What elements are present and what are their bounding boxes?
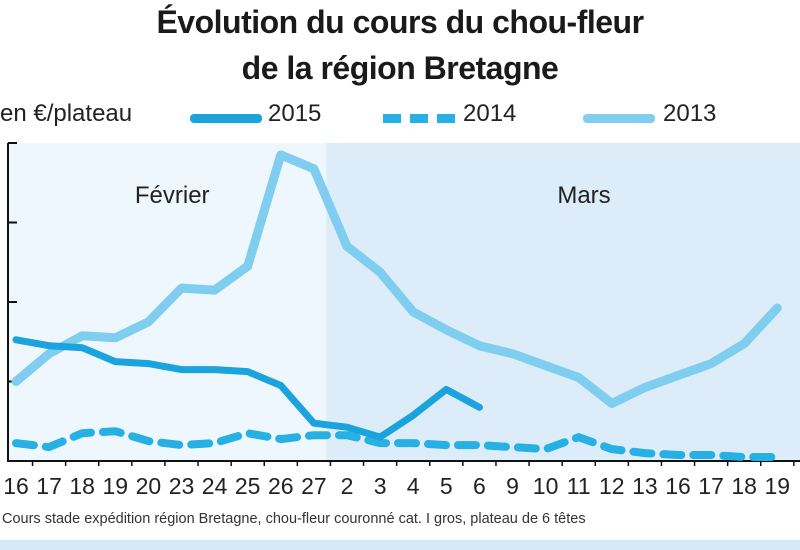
legend-item-2014: 2014 <box>383 100 533 132</box>
chart-title-line-2: de la région Bretagne <box>241 50 559 86</box>
x-tick-label-16: 10 <box>533 473 559 499</box>
period-label-mars: Mars <box>557 182 610 209</box>
legend-swatch-2013 <box>583 114 655 123</box>
legend-item-2013: 2013 <box>583 100 733 132</box>
x-tick-label-0: 16 <box>3 473 29 499</box>
series-line-2014 <box>12 427 782 461</box>
legend-label-2015: 2015 <box>268 100 322 127</box>
legend-swatch-2015 <box>190 114 262 123</box>
legend-item-2015: 2015 <box>190 100 340 132</box>
x-tick-label-11: 3 <box>374 473 387 499</box>
x-tick-label-3: 19 <box>103 473 129 499</box>
x-tick-label-19: 13 <box>632 473 658 499</box>
legend-label-2013: 2013 <box>663 100 717 127</box>
x-tick-label-1: 17 <box>36 473 62 499</box>
x-tick-label-5: 23 <box>169 473 195 499</box>
chart-title-line-1: Évolution du cours du chou-fleur <box>156 4 644 40</box>
x-tick-label-22: 18 <box>731 473 757 499</box>
bottom-band <box>0 540 800 550</box>
y-axis-unit-label: en €/plateau <box>0 100 133 127</box>
x-tick-label-6: 24 <box>202 473 228 499</box>
series-line-2013 <box>11 150 782 408</box>
x-tick-label-10: 2 <box>341 473 354 499</box>
x-tick-label-2: 18 <box>69 473 95 499</box>
x-tick-label-14: 6 <box>473 473 486 499</box>
x-tick-label-8: 26 <box>268 473 294 499</box>
x-tick-label-12: 4 <box>407 473 420 499</box>
series-line-2015 <box>12 336 483 441</box>
x-tick-label-13: 5 <box>440 473 453 499</box>
x-tick-label-7: 25 <box>235 473 261 499</box>
x-tick-label-9: 27 <box>301 473 327 499</box>
x-tick-label-21: 17 <box>698 473 724 499</box>
source-note: Cours stade expédition région Bretagne, … <box>2 511 586 527</box>
period-label-fevrier: Février <box>135 182 210 209</box>
x-tick-label-20: 16 <box>665 473 691 499</box>
x-tick-label-17: 11 <box>567 473 591 499</box>
x-tick-label-4: 20 <box>136 473 162 499</box>
x-tick-label-18: 12 <box>599 473 625 499</box>
legend-swatch-2014 <box>383 114 455 123</box>
legend-label-2014: 2014 <box>463 100 517 127</box>
x-tick-label-15: 9 <box>506 473 519 499</box>
x-tick-label-23: 19 <box>765 473 791 499</box>
